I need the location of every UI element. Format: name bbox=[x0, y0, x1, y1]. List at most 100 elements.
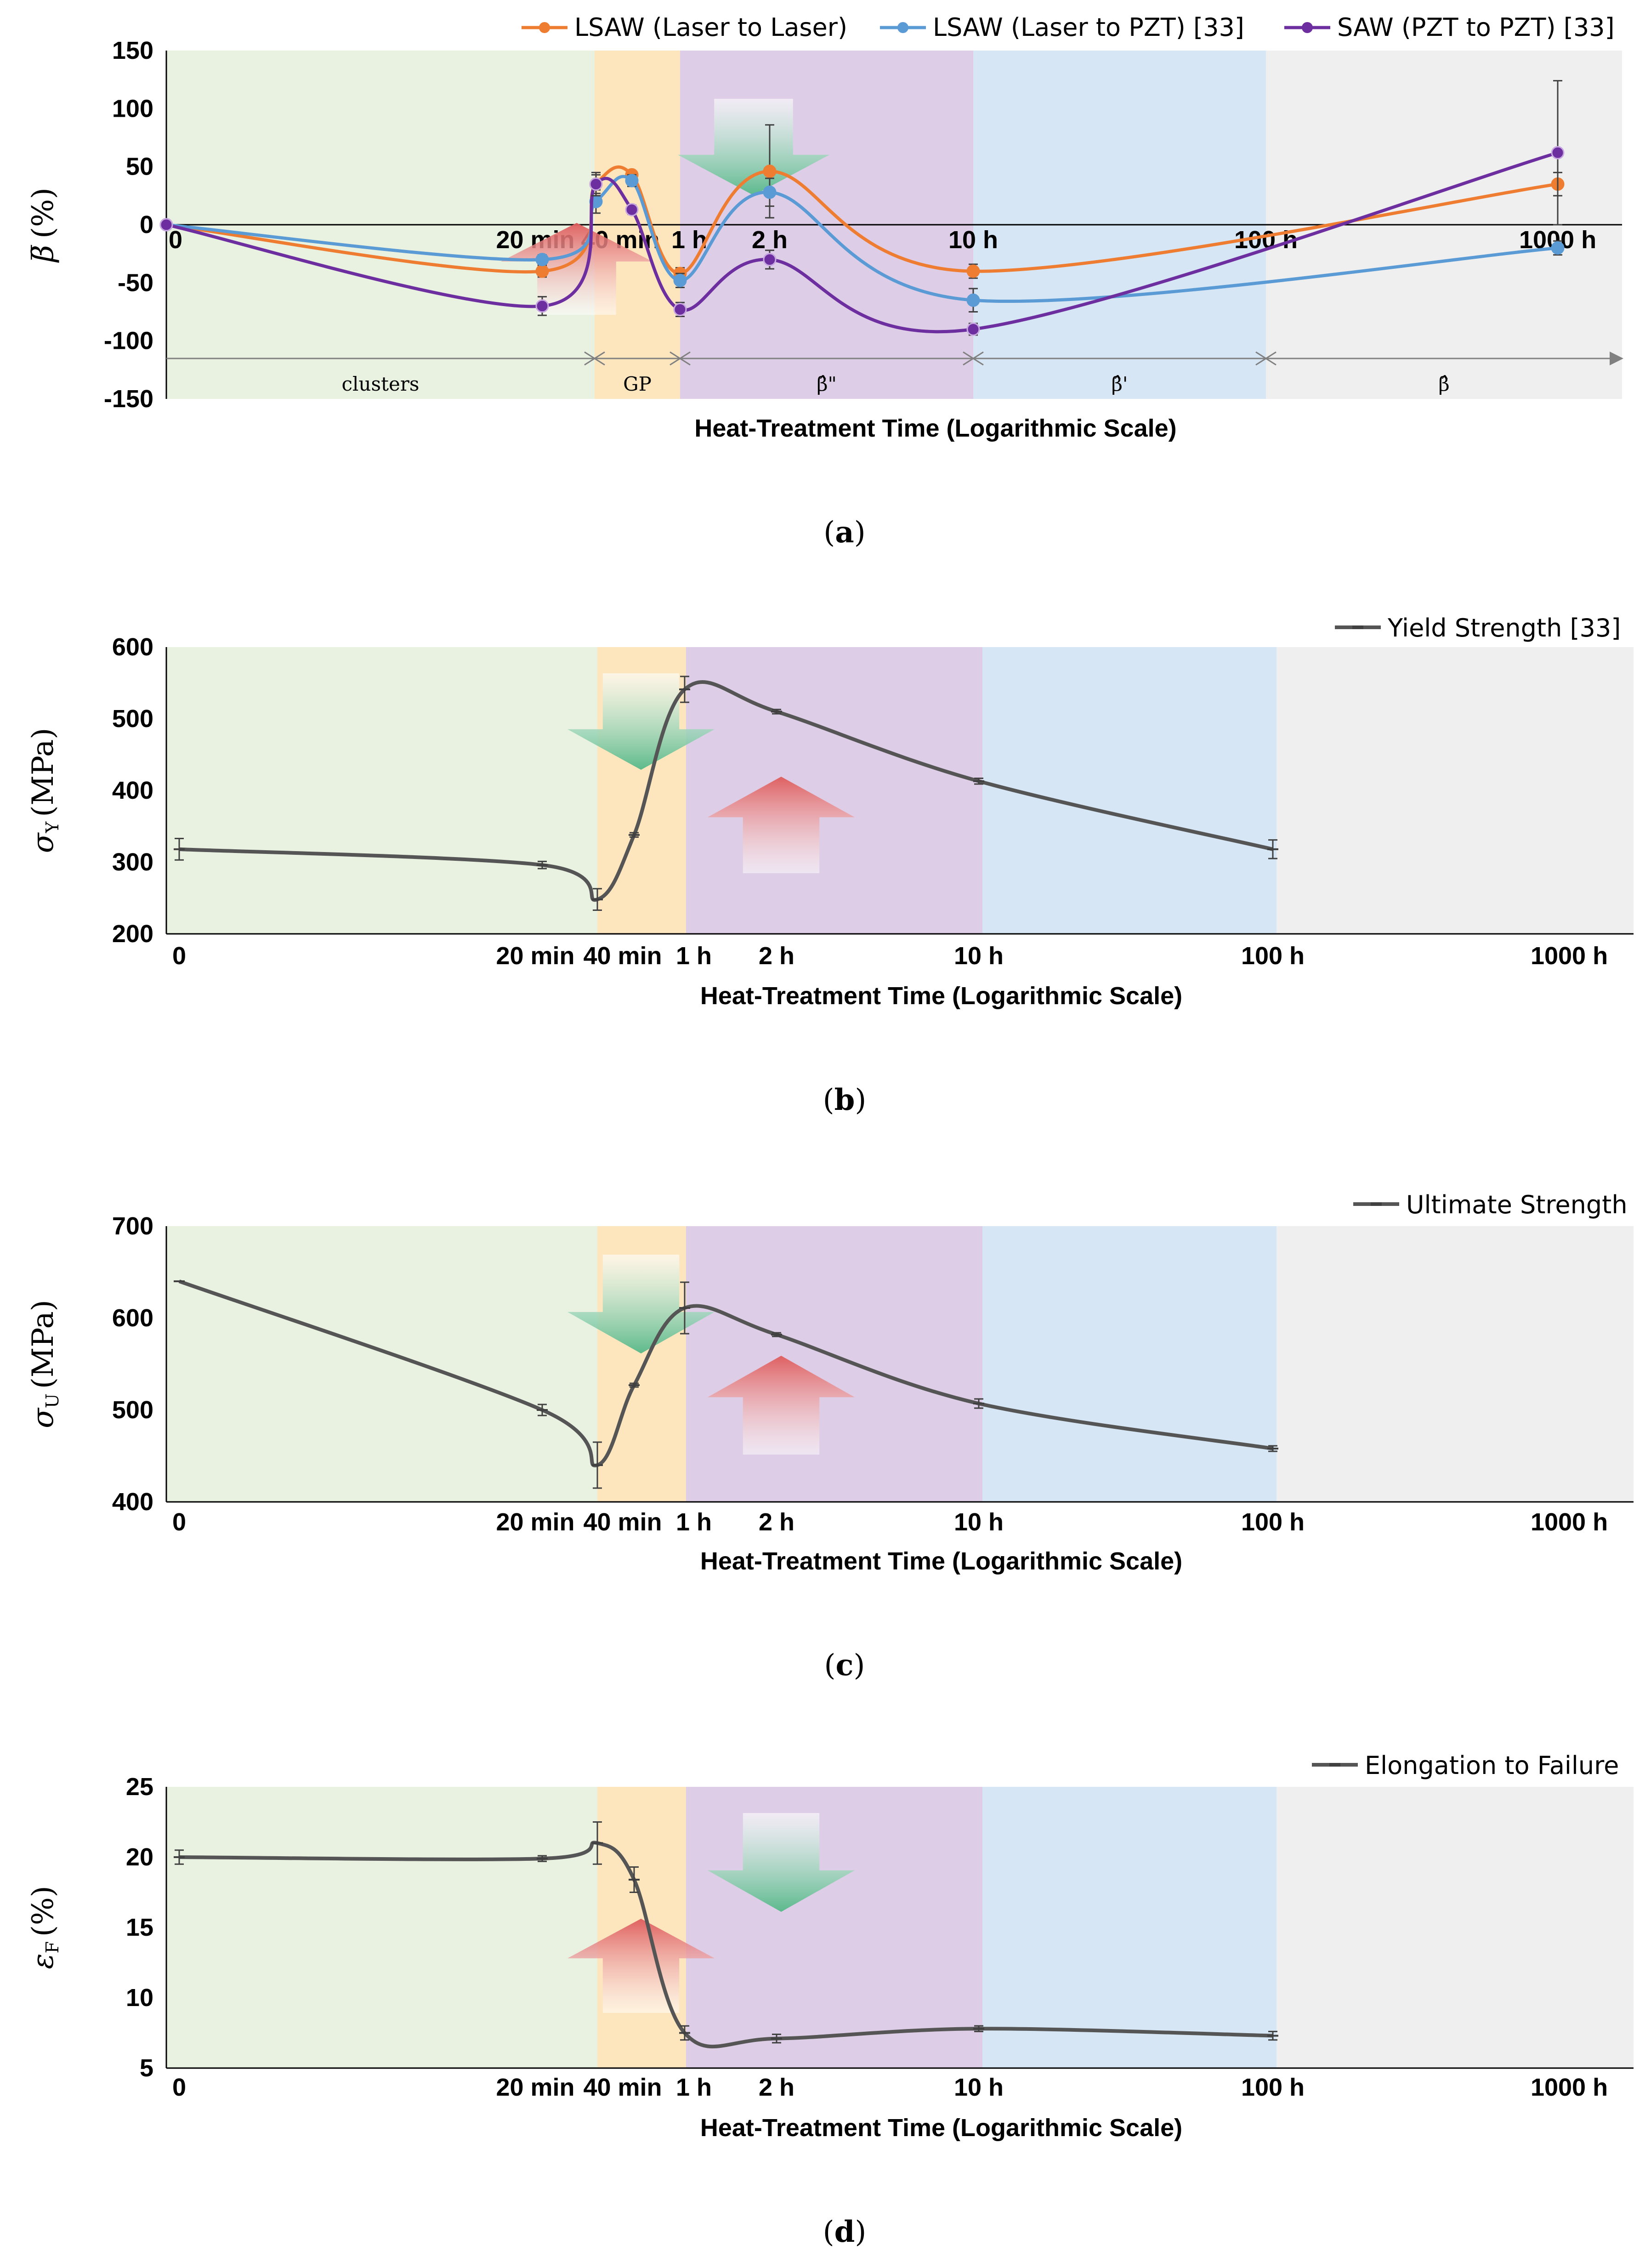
phase-label: β̂' bbox=[1112, 373, 1128, 395]
y-tick-label: 25 bbox=[126, 1773, 153, 1801]
y-tick-label: 200 bbox=[112, 920, 153, 948]
data-point bbox=[159, 218, 173, 232]
caption-paren-close: ) bbox=[854, 516, 866, 550]
y-label-sub: F bbox=[42, 1941, 62, 1953]
x-tick-label: 100 h bbox=[1241, 942, 1305, 970]
chart-d: 5 10 15 20 25 εF (%) 0 20 min 40 min 1 h 2 h 10 h 100… bbox=[26, 1751, 1634, 2249]
phase-arrow-left bbox=[593, 351, 605, 366]
data-point bbox=[1551, 146, 1565, 159]
x-tick-label: 0 bbox=[169, 226, 182, 254]
x-tick-label: 40 min bbox=[583, 2074, 662, 2101]
y-label-unit: (%) bbox=[26, 188, 60, 239]
data-point bbox=[966, 264, 980, 278]
x-axis-title: Heat-Treatment Time (Logarithmic Scale) bbox=[700, 982, 1182, 1010]
phase-arrow-left bbox=[1265, 351, 1277, 366]
data-point bbox=[625, 174, 639, 188]
decrease-arrow bbox=[708, 1813, 855, 1912]
x-tick-label: 0 bbox=[172, 1508, 186, 1536]
x-tick-label: 10 h bbox=[948, 226, 998, 254]
legend-marker bbox=[539, 22, 550, 33]
x-tick-label: 10 h bbox=[954, 1508, 1004, 1536]
x-tick-label: 100 h bbox=[1241, 1508, 1305, 1536]
caption-paren-open: ( bbox=[823, 516, 835, 550]
caption-paren-close: ) bbox=[853, 1648, 865, 1683]
y-tick-label: -150 bbox=[104, 385, 153, 413]
caption-letter: a bbox=[835, 515, 854, 550]
y-tick-label: 150 bbox=[112, 37, 153, 64]
chart-caption: (d) bbox=[823, 2215, 867, 2249]
caption-paren-open: ( bbox=[824, 1648, 836, 1683]
phase-label: GP bbox=[623, 373, 652, 395]
y-tick-label: -100 bbox=[104, 327, 153, 355]
x-tick-label: 2 h bbox=[752, 226, 788, 254]
y-tick-label: 600 bbox=[112, 1304, 153, 1332]
phase-band-4 bbox=[1277, 1787, 1634, 2068]
phase-band-0 bbox=[166, 647, 597, 934]
x-tick-label: 0 bbox=[172, 2074, 186, 2101]
y-tick-label: 500 bbox=[112, 705, 153, 733]
y-tick-label: 0 bbox=[140, 211, 153, 239]
chart-caption: (a) bbox=[823, 515, 865, 550]
legend-label: SAW (PZT to PZT) [33] bbox=[1337, 13, 1615, 42]
y-tick-label: 400 bbox=[112, 777, 153, 804]
caption-paren-close: ) bbox=[855, 2215, 866, 2249]
x-tick-label: 20 min bbox=[496, 1508, 574, 1536]
x-tick-label: 100 h bbox=[1241, 2074, 1305, 2101]
phase-label: β̂" bbox=[817, 373, 837, 395]
y-tick-label: 600 bbox=[112, 633, 153, 661]
data-point bbox=[673, 302, 687, 316]
phase-band-4 bbox=[1277, 1226, 1634, 1502]
series-line-0 bbox=[179, 680, 1273, 902]
caption-letter: d bbox=[834, 2215, 855, 2249]
series-line-0 bbox=[178, 1279, 1273, 1467]
legend-label: LSAW (Laser to Laser) bbox=[574, 13, 847, 42]
legend-label: Ultimate Strength bbox=[1406, 1190, 1628, 1219]
x-tick-label: 0 bbox=[172, 942, 186, 970]
x-axis-title: Heat-Treatment Time (Logarithmic Scale) bbox=[700, 2114, 1182, 2142]
x-tick-label: 20 min bbox=[496, 942, 574, 970]
x-axis-title: Heat-Treatment Time (Logarithmic Scale) bbox=[694, 415, 1176, 442]
data-point bbox=[966, 293, 980, 307]
y-label-unit: (%) bbox=[26, 1886, 60, 1937]
chart-b: 200 300 400 500 600 σY (MPa) 0 20 min 40 min 1 h 2 … bbox=[26, 614, 1634, 1117]
x-tick-label: 1 h bbox=[676, 942, 712, 970]
data-point bbox=[763, 185, 777, 199]
legend-marker bbox=[1302, 22, 1313, 33]
caption-paren-open: ( bbox=[823, 1083, 834, 1117]
phase-band-3 bbox=[982, 1226, 1277, 1502]
y-label-symbol: σ bbox=[26, 1407, 60, 1428]
phase-band-3 bbox=[982, 647, 1277, 934]
increase-arrow bbox=[708, 1356, 855, 1455]
legend-marker bbox=[897, 22, 908, 33]
phase-band-4 bbox=[1277, 647, 1634, 934]
x-tick-label: 1000 h bbox=[1531, 2074, 1608, 2101]
y-tick-label: 10 bbox=[126, 1984, 153, 2012]
data-point bbox=[673, 273, 687, 287]
y-label-sub: Y bbox=[42, 821, 62, 834]
decrease-arrow bbox=[678, 99, 829, 195]
data-point bbox=[589, 177, 603, 191]
x-tick-label: 1 h bbox=[676, 2074, 712, 2101]
y-tick-label: 500 bbox=[112, 1396, 153, 1424]
increase-arrow bbox=[708, 777, 855, 873]
data-point bbox=[535, 299, 549, 313]
y-axis-label: σU (MPa) bbox=[26, 1300, 62, 1428]
y-tick-label: 20 bbox=[126, 1843, 153, 1871]
y-tick-label: 300 bbox=[112, 848, 153, 876]
phase-label: β̂ bbox=[1438, 373, 1449, 395]
x-tick-label: 1 h bbox=[676, 1508, 712, 1536]
phase-arrow-left bbox=[972, 351, 984, 366]
legend-label: Elongation to Failure bbox=[1365, 1751, 1619, 1780]
phase-label: clusters bbox=[342, 373, 420, 395]
phase-band-3 bbox=[982, 1787, 1277, 2068]
increase-arrow bbox=[501, 223, 652, 315]
x-tick-label: 2 h bbox=[759, 1508, 794, 1536]
caption-paren-close: ) bbox=[855, 1083, 866, 1117]
y-label-sub: U bbox=[42, 1393, 62, 1408]
x-tick-label: 40 min bbox=[583, 1508, 662, 1536]
y-tick-label: 15 bbox=[126, 1914, 153, 1941]
y-axis-label: σY (MPa) bbox=[26, 728, 62, 853]
increase-arrow bbox=[567, 1919, 715, 2013]
data-point bbox=[535, 264, 549, 278]
